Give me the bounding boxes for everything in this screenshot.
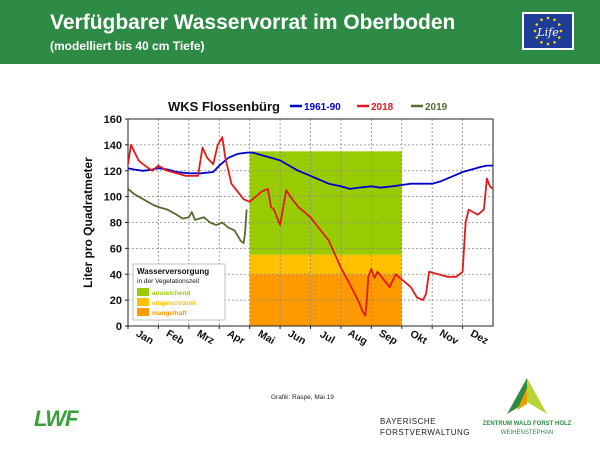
supply-legend-label-mangelhaft: mangelhaft [152, 310, 188, 317]
eu-star [546, 16, 550, 20]
water-supply-chart: 0 20 40 60 80 100 120 140 160 Jan Feb Mrz Apr Mai Jun J… [81, 99, 494, 348]
y-tick-label: 120 [104, 166, 122, 178]
x-tick-label: Aug [346, 327, 370, 348]
y-tick-label: 0 [116, 321, 122, 333]
eu-star [553, 18, 556, 22]
zentrum-tree-logo-icon [507, 378, 547, 414]
zentrum-line1: ZENTRUM WALD FORST HOLZ [482, 421, 572, 427]
y-tick-label: 100 [104, 192, 122, 204]
x-tick-label: Sep [377, 327, 400, 347]
eu-star [540, 40, 543, 44]
y-tick-label: 160 [104, 114, 122, 126]
zentrum-line2: WEIHENSTEPHAN [500, 430, 554, 436]
bayerische-forstverwaltung-logo: BAYERISCHE FORSTVERWALTUNG [380, 416, 470, 438]
band-eingeschränkt [249, 254, 402, 275]
header-bar: Verfügbarer Wasservorrat im Oberboden (m… [0, 0, 600, 64]
lwf-logo: LWF [34, 406, 78, 431]
y-tick-label: 80 [110, 218, 122, 230]
x-tick-label: Mrz [195, 328, 217, 347]
y-axis-label: Liter pro Quadratmeter [81, 157, 95, 288]
legend-label-2018: 2018 [371, 102, 394, 113]
series-line-2019 [127, 188, 248, 245]
supply-legend-swatch-eingeschränkt [137, 298, 149, 306]
legend-label-1961-90: 1961-90 [304, 102, 341, 113]
x-tick-label: Jun [286, 328, 308, 348]
eu-star [557, 23, 561, 26]
page-title: Verfügbarer Wasservorrat im Oberboden [50, 11, 456, 34]
eu-star [546, 42, 550, 46]
chart-title: WKS Flossenbürg [168, 99, 280, 114]
eu-star [535, 36, 539, 39]
band-ausreichend [249, 151, 402, 255]
y-tick-label: 40 [110, 269, 122, 281]
y-tick-label: 60 [110, 243, 122, 255]
eu-star [559, 29, 563, 33]
bfv-line2: FORSTVERWALTUNG [380, 428, 471, 437]
eu-star [533, 29, 537, 33]
eu-life-logo-icon: Life [522, 12, 574, 50]
supply-legend-swatch-ausreichend [137, 288, 149, 296]
series-line-1961-90 [127, 151, 493, 190]
page-subtitle: (modelliert bis 40 cm Tiefe) [50, 39, 205, 53]
supply-legend-subtitle: in der Vegetationszeit [137, 278, 199, 285]
zentrum-wald-logo-text: ZENTRUM WALD FORST HOLZ WEIHENSTEPHAN [481, 420, 573, 438]
x-tick-label: Apr [225, 328, 247, 347]
eu-star [553, 40, 556, 44]
x-tick-label: Nov [437, 327, 460, 347]
x-tick-label: Jul [318, 328, 337, 346]
eu-star [535, 23, 539, 26]
supply-legend-label-eingeschränkt: eingeschränkt [152, 300, 197, 307]
supply-legend-label-ausreichend: ausreichend [152, 290, 190, 297]
series-line-2018 [127, 136, 494, 317]
supply-legend-swatch-mangelhaft [137, 308, 149, 316]
legend-label-2019: 2019 [425, 102, 448, 113]
x-tick-label: Dez [468, 328, 490, 348]
eu-star [557, 36, 561, 39]
x-tick-label: Feb [164, 328, 186, 348]
x-tick-label: Jan [134, 328, 156, 347]
bfv-line1: BAYERISCHE [380, 417, 436, 426]
x-tick-label: Okt [408, 328, 430, 347]
y-tick-label: 140 [104, 140, 122, 152]
x-tick-label: Mai [256, 328, 277, 347]
chart-credit: Grafik: Raspe, Mai 19 [271, 394, 334, 401]
eu-star [540, 18, 543, 22]
eu-logo-text: Life [536, 26, 559, 39]
supply-legend-title: Wasserversorgung [137, 267, 209, 276]
y-tick-label: 20 [110, 295, 122, 307]
